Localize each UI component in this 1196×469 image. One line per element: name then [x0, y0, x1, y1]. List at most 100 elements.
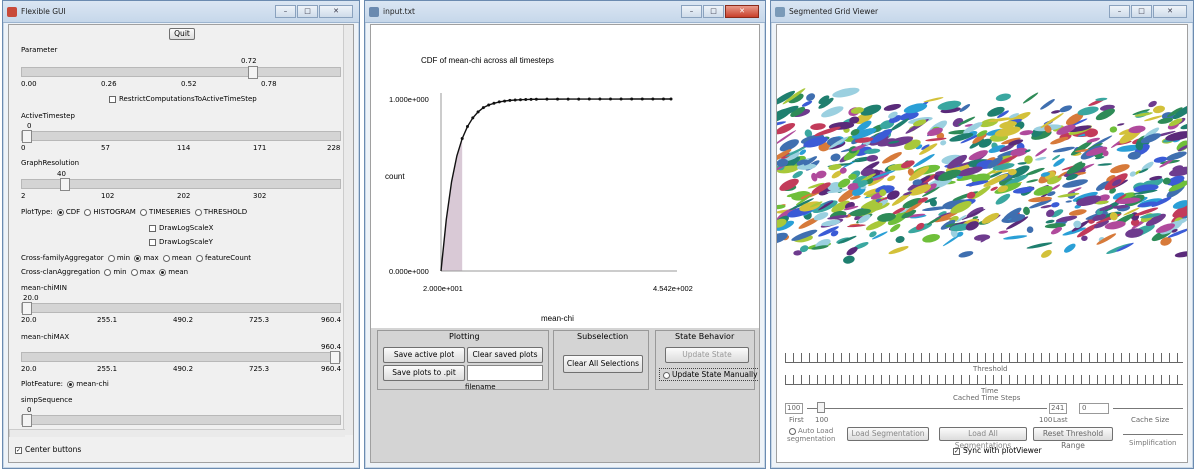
segmentation-render[interactable]	[777, 25, 1188, 345]
radio-max[interactable]	[134, 254, 142, 262]
center-buttons-checkbox[interactable]: ✓ Center buttons	[15, 445, 81, 454]
clear-saved-plots-button[interactable]: Clear saved plots	[467, 347, 543, 363]
restrict-checkbox[interactable]: RestrictComputationsToActiveTimeStep	[109, 95, 257, 103]
parameter-value: 0.72	[241, 57, 257, 65]
slider-thumb[interactable]	[22, 130, 32, 143]
simplification-slider[interactable]	[1123, 434, 1183, 435]
radio-timeseries[interactable]	[140, 208, 148, 216]
maximize-button[interactable]: □	[703, 5, 724, 18]
quit-button[interactable]: Quit	[169, 28, 195, 40]
segment-blob	[1104, 221, 1126, 230]
threshold-ruler[interactable]	[785, 353, 1183, 363]
maximize-button[interactable]: □	[1131, 5, 1152, 18]
range-thumb[interactable]	[817, 402, 825, 413]
horizontal-scrollbar[interactable]	[9, 429, 345, 437]
segment-blob	[1029, 199, 1052, 209]
close-button[interactable]: ✕	[725, 5, 759, 18]
radio-histogram[interactable]	[84, 208, 92, 216]
segment-blob	[1110, 164, 1130, 174]
slider-thumb[interactable]	[330, 351, 340, 364]
radio-featurecount[interactable]	[195, 254, 203, 262]
segment-blob	[1172, 202, 1187, 218]
load-all-segmentations-button[interactable]: Load All Segmentations	[939, 427, 1027, 450]
radio-threshold[interactable]	[194, 208, 202, 216]
radio-cdf[interactable]	[56, 208, 64, 216]
segmented-grid-viewer-window: Segmented Grid Viewer – □ ✕ Threshold Time…	[770, 0, 1194, 469]
checkbox-box[interactable]	[789, 427, 796, 435]
title-bar[interactable]: input.txt – □ ✕	[365, 1, 765, 23]
time-ruler[interactable]	[785, 375, 1183, 385]
minimize-button[interactable]: –	[1109, 5, 1130, 18]
segment-blob	[837, 235, 857, 244]
segment-blob	[789, 198, 814, 211]
cache-size-slider[interactable]	[1113, 408, 1183, 409]
filename-input[interactable]	[467, 365, 543, 381]
title-bar[interactable]: Segmented Grid Viewer – □ ✕	[771, 1, 1193, 23]
save-active-plot-button[interactable]: Save active plot	[383, 347, 465, 363]
segment-blob	[803, 136, 828, 148]
auto-load-checkbox[interactable]: Auto Load segmentation	[787, 427, 847, 443]
checkbox-box[interactable]: ✓	[953, 447, 960, 455]
radio-mean[interactable]	[162, 254, 170, 262]
checkbox-box[interactable]	[149, 224, 156, 232]
cache-size-input[interactable]: 0	[1079, 403, 1109, 414]
radio-min[interactable]	[107, 254, 115, 262]
checkbox-box[interactable]: ✓	[15, 446, 22, 454]
segment-blob	[786, 192, 802, 198]
update-state-button[interactable]: Update State	[665, 347, 749, 363]
draw-log-y-checkbox[interactable]: DrawLogScaleY	[149, 238, 213, 246]
radio-button[interactable]	[663, 371, 670, 379]
minimize-button[interactable]: –	[275, 5, 296, 18]
segment-blob	[965, 180, 989, 187]
time-range-slider[interactable]	[807, 408, 1047, 409]
segment-blob	[922, 186, 940, 197]
checkbox-box[interactable]	[109, 95, 116, 103]
segment-blob	[997, 185, 1009, 193]
tick: 57	[101, 144, 110, 152]
save-plots-to-button[interactable]: Save plots to .pit	[383, 365, 465, 381]
graph-resolution-slider[interactable]	[21, 178, 341, 191]
close-button[interactable]: ✕	[1153, 5, 1187, 18]
tick: 114	[177, 144, 191, 152]
segment-blob	[1140, 133, 1161, 144]
mean-chi-max-slider[interactable]	[21, 351, 341, 364]
data-point	[497, 100, 501, 104]
segment-blob	[976, 130, 988, 137]
slider-thumb[interactable]	[22, 302, 32, 315]
checkbox-label: DrawLogScaleY	[159, 238, 213, 246]
reset-threshold-range-button[interactable]: Reset Threshold Range	[1033, 427, 1113, 450]
load-segmentation-button[interactable]: Load Segmentation	[847, 427, 929, 441]
minimize-button[interactable]: –	[681, 5, 702, 18]
sync-checkbox[interactable]: ✓ Sync with plotViewer	[953, 446, 1042, 455]
state-behavior-label: State Behavior	[675, 332, 735, 341]
update-manually-radio[interactable]: Update State Manually	[659, 368, 759, 381]
data-point	[529, 97, 533, 101]
first-input[interactable]: 100	[785, 403, 803, 414]
radio-max[interactable]	[130, 268, 138, 276]
radio-mean-chi[interactable]	[67, 380, 75, 388]
clear-all-selections-button[interactable]: Clear All Selections	[563, 355, 643, 373]
draw-log-x-checkbox[interactable]: DrawLogScaleX	[149, 224, 213, 232]
vertical-scrollbar[interactable]	[343, 25, 353, 435]
simp-sequence-slider[interactable]	[21, 414, 341, 427]
radio-label: max	[139, 268, 156, 276]
slider-thumb[interactable]	[248, 66, 258, 79]
parameter-slider[interactable]	[21, 66, 341, 79]
segment-blob	[849, 116, 860, 124]
last-input[interactable]: 241	[1049, 403, 1067, 414]
active-timestep-slider[interactable]	[21, 130, 341, 143]
close-button[interactable]: ✕	[319, 5, 353, 18]
slider-thumb[interactable]	[22, 414, 32, 427]
segment-blob	[903, 191, 912, 196]
maximize-button[interactable]: □	[297, 5, 318, 18]
segment-blob	[981, 212, 1000, 224]
title-bar[interactable]: Flexible GUI – □ ✕	[3, 1, 359, 23]
radio-mean[interactable]	[159, 268, 167, 276]
radio-label: HISTOGRAM	[93, 208, 136, 216]
segment-blob	[830, 230, 839, 237]
segment-blob	[990, 186, 998, 191]
mean-chi-min-slider[interactable]	[21, 302, 341, 315]
checkbox-box[interactable]	[149, 238, 156, 246]
radio-min[interactable]	[104, 268, 112, 276]
slider-thumb[interactable]	[60, 178, 70, 191]
